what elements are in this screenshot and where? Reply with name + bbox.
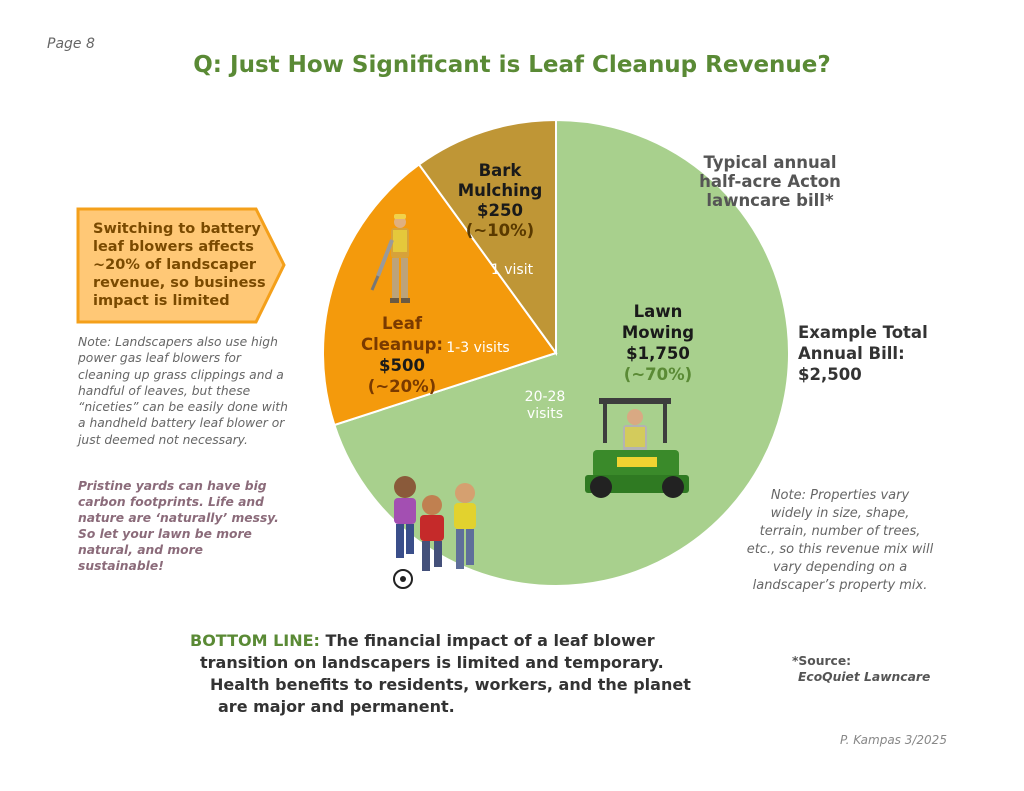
callout-line: ~20% of landscaper xyxy=(93,257,257,273)
typical-bill-line: half-acre Acton xyxy=(699,172,841,191)
note-right-line: etc., so this revenue mix will xyxy=(746,542,934,557)
callout-text: Switching to battery leaf blowers affect… xyxy=(93,220,268,310)
note-left: Note: Landscapers also use high power ga… xyxy=(78,334,293,448)
slice-name-label: Mulching xyxy=(458,181,543,200)
note-right: Note: Properties vary widely in size, sh… xyxy=(725,487,955,595)
bottom-line: BOTTOM LINE: The financial impact of a l… xyxy=(190,630,710,718)
callout-line: Switching to battery xyxy=(93,221,261,237)
slice-visits-label: 20-28 xyxy=(525,389,566,405)
callout-line: impact is limited xyxy=(93,293,230,309)
note-right-line: landscaper’s property mix. xyxy=(752,578,928,593)
note-left-line: handful of leaves, but these xyxy=(78,383,251,398)
slice-bark-mulching xyxy=(417,118,557,357)
source-label: *Source: xyxy=(792,654,852,668)
source-name: EcoQuiet Lawncare xyxy=(798,670,931,684)
note-left-line: Note: Landscapers also use high xyxy=(78,335,278,349)
bottom-line-text: The financial impact of a leaf blower xyxy=(319,631,655,650)
bottom-line-lead: BOTTOM LINE: xyxy=(190,631,320,650)
slice-name-label: Leaf xyxy=(382,314,423,333)
slice-visits-label: 1-3 visits xyxy=(446,340,509,356)
slice-percent-label: (~20%) xyxy=(368,377,436,396)
total-bill-line: Example Total xyxy=(798,323,928,342)
slice-leaf-cleanup xyxy=(322,163,558,427)
slice-name-label: Cleanup: xyxy=(361,335,443,354)
callout-line: revenue, so business xyxy=(93,275,266,291)
slice-amount-label: $1,750 xyxy=(626,344,690,363)
slice-name-label: Bark xyxy=(479,161,523,180)
pristine-line: Pristine yards can have big xyxy=(78,479,267,493)
note-left-line: a handheld battery leaf blower or xyxy=(78,416,285,431)
total-bill-line: Annual Bill: xyxy=(798,344,905,363)
callout-arrow-shape xyxy=(76,207,286,324)
note-left-line: cleaning up grass clippings and a xyxy=(78,367,284,382)
page-number: Page 8 xyxy=(47,36,95,52)
note-right-line: vary depending on a xyxy=(772,560,908,575)
bottom-line-text: Health benefits to residents, workers, a… xyxy=(210,675,691,694)
source-note: *Source: EcoQuiet Lawncare xyxy=(792,653,972,685)
riding-mower-icon xyxy=(585,398,689,498)
slice-percent-label: (~70%) xyxy=(624,365,692,384)
slice-name-label: Mowing xyxy=(622,323,694,342)
note-right-line: terrain, number of trees, xyxy=(759,524,921,539)
slice-name-label: Lawn xyxy=(634,302,683,321)
callout-line: leaf blowers affects xyxy=(93,239,254,255)
note-right-line: widely in size, shape, xyxy=(770,506,910,521)
pristine-line: natural, and more sustainable! xyxy=(78,543,204,573)
slice-amount-label: $500 xyxy=(379,356,425,375)
children-running-icon xyxy=(393,476,476,589)
chart-title: Q: Just How Significant is Leaf Cleanup … xyxy=(193,52,831,78)
slice-visits-label: visits xyxy=(527,406,563,422)
note-left-line: “niceties” can be easily done with xyxy=(78,400,288,415)
total-bill-label: Example Total Annual Bill: $2,500 xyxy=(798,322,968,385)
note-left-line: power gas leaf blowers for xyxy=(78,351,241,366)
pristine-note: Pristine yards can have big carbon footp… xyxy=(78,478,293,574)
pristine-line: carbon footprints. Life and xyxy=(78,495,264,509)
pristine-line: So let your lawn be more xyxy=(78,527,252,541)
total-bill-amount: $2,500 xyxy=(798,365,862,384)
slice-visits-label: 1 visit xyxy=(491,262,534,278)
bottom-line-text: are major and permanent. xyxy=(218,697,455,716)
author-credit: P. Kampas 3/2025 xyxy=(840,733,947,747)
bottom-line-text: transition on landscapers is limited and… xyxy=(200,653,664,672)
note-left-line: just deemed not necessary. xyxy=(78,432,248,447)
slice-percent-label: (~10%) xyxy=(466,221,534,240)
typical-bill-line: Typical annual xyxy=(703,153,837,172)
note-right-line: Note: Properties vary xyxy=(770,488,910,503)
leaf-blower-worker-icon xyxy=(370,214,410,303)
slice-amount-label: $250 xyxy=(477,201,523,220)
typical-bill-label: Typical annual half-acre Acton lawncare … xyxy=(690,153,850,210)
pristine-line: nature are ‘naturally’ messy. xyxy=(78,511,279,525)
typical-bill-line: lawncare bill* xyxy=(706,191,834,210)
